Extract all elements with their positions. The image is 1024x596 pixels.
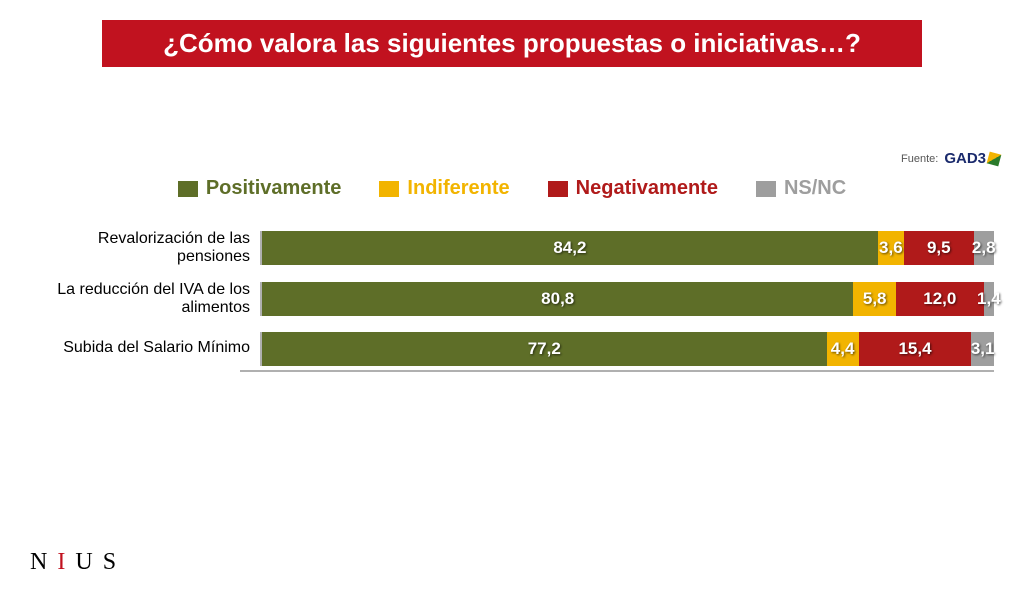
legend-item: NS/NC	[756, 177, 846, 200]
legend-swatch	[178, 181, 198, 197]
legend-item: Negativamente	[548, 177, 718, 200]
bar-segment: 12,0	[896, 282, 984, 316]
chart-row: Revalorización de las pensiones84,23,69,…	[30, 230, 994, 267]
stacked-bar-chart: Revalorización de las pensiones84,23,69,…	[30, 230, 994, 366]
legend-swatch	[756, 181, 776, 197]
bar-segment: 2,8	[974, 231, 994, 265]
bar-segment: 80,8	[262, 282, 853, 316]
bar-track: 77,24,415,43,1	[260, 332, 994, 366]
bar-segment: 3,1	[971, 332, 994, 366]
chart-baseline	[240, 370, 994, 372]
bar-segment: 3,6	[878, 231, 904, 265]
footer-logo: NIUS	[30, 549, 126, 576]
row-label: Subida del Salario Mínimo	[30, 339, 260, 357]
bar-segment: 4,4	[827, 332, 859, 366]
bar-segment: 5,8	[853, 282, 895, 316]
legend: Positivamente Indiferente Negativamente NS/…	[0, 177, 1024, 200]
chart-row: Subida del Salario Mínimo77,24,415,43,1	[30, 332, 994, 366]
source-label: Fuente:	[901, 153, 938, 165]
legend-label: NS/NC	[784, 177, 846, 200]
logo-letter: I	[57, 549, 75, 575]
row-label: La reducción del IVA de los alimentos	[30, 281, 260, 318]
source-credit: Fuente: GAD3	[901, 150, 1000, 167]
legend-label: Positivamente	[206, 177, 342, 200]
bar-segment: 84,2	[262, 231, 878, 265]
chart-row: La reducción del IVA de los alimentos80,…	[30, 281, 994, 318]
logo-letter: U	[75, 549, 102, 575]
legend-label: Indiferente	[407, 177, 509, 200]
bar-segment: 1,4	[984, 282, 994, 316]
bar-track: 84,23,69,52,8	[260, 231, 994, 265]
legend-item: Indiferente	[379, 177, 509, 200]
legend-label: Negativamente	[576, 177, 718, 200]
bar-track: 80,85,812,01,4	[260, 282, 994, 316]
bar-segment: 9,5	[904, 231, 973, 265]
row-label: Revalorización de las pensiones	[30, 230, 260, 267]
cube-icon	[987, 151, 1002, 166]
logo-letter: S	[103, 549, 126, 575]
legend-swatch	[548, 181, 568, 197]
legend-swatch	[379, 181, 399, 197]
legend-item: Positivamente	[178, 177, 342, 200]
bar-segment: 15,4	[859, 332, 972, 366]
source-logo: GAD3	[944, 150, 1000, 167]
logo-letter: N	[30, 549, 57, 575]
bar-segment: 77,2	[262, 332, 827, 366]
chart-title: ¿Cómo valora las siguientes propuestas o…	[102, 20, 922, 67]
